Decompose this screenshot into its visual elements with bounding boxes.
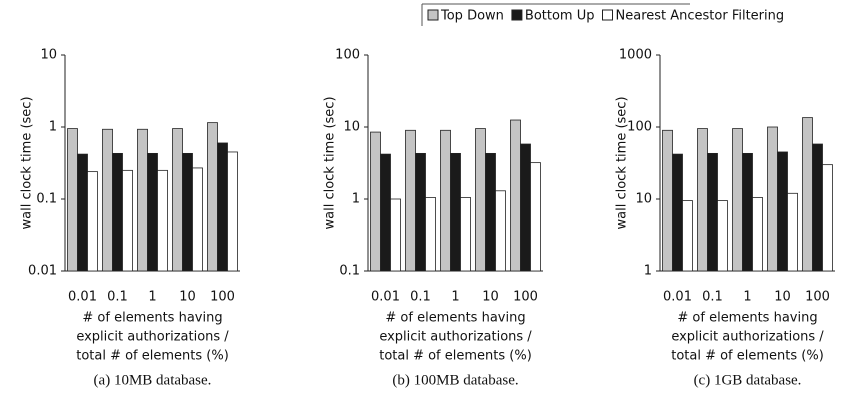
bar <box>217 142 228 272</box>
bar <box>787 192 798 272</box>
x-tick-label: 100 <box>805 290 830 305</box>
y-axis-label: wall clock time (sec) <box>323 96 338 229</box>
y-tick-label: 1 <box>49 120 57 135</box>
bar <box>520 143 531 272</box>
bar <box>172 128 183 272</box>
x-tick-label: 100 <box>210 290 235 305</box>
x-tick-label: 1 <box>743 290 751 305</box>
bar <box>390 198 401 272</box>
y-axis-label: wall clock time (sec) <box>615 96 630 229</box>
x-tick-label: 0.1 <box>107 290 128 305</box>
y-tick-label: 0.1 <box>339 264 360 279</box>
bar <box>822 164 833 272</box>
y-tick-label: 0.01 <box>28 264 57 279</box>
x-axis-label: explicit authorizations / <box>76 330 229 345</box>
bar <box>380 153 391 272</box>
x-tick-label: 0.1 <box>410 290 431 305</box>
y-tick-label: 100 <box>335 48 360 63</box>
x-tick-label: 10 <box>482 290 499 305</box>
bar <box>475 128 486 272</box>
bar <box>370 131 381 272</box>
legend-swatch <box>511 9 523 21</box>
y-tick-label: 1 <box>352 192 360 207</box>
x-axis-label: total # of elements (%) <box>379 349 532 364</box>
bar <box>697 128 708 272</box>
y-tick-label: 100 <box>627 120 652 135</box>
y-tick-label: 1000 <box>619 48 652 63</box>
bar <box>425 197 436 272</box>
y-tick-label: 10 <box>635 192 652 207</box>
x-axis-label: # of elements having <box>82 311 222 326</box>
bar <box>192 167 203 272</box>
bar <box>752 197 763 272</box>
legend-label: Bottom Up <box>525 9 595 24</box>
bar <box>227 151 238 272</box>
caption: (a) 10MB database. <box>94 372 212 388</box>
x-tick-label: 1 <box>451 290 459 305</box>
legend-swatch <box>602 9 613 21</box>
bar <box>137 128 148 272</box>
bar <box>67 128 78 272</box>
bar <box>495 190 506 272</box>
bar <box>510 119 521 272</box>
caption: (c) 1GB database. <box>694 372 802 388</box>
legend-label: Nearest Ancestor Filtering <box>616 9 785 24</box>
bar <box>732 128 743 272</box>
x-tick-label: 1 <box>148 290 156 305</box>
x-tick-label: 0.01 <box>68 290 97 305</box>
bar <box>707 152 718 272</box>
bar <box>802 117 813 272</box>
x-axis-label: total # of elements (%) <box>671 349 824 364</box>
x-axis-label: explicit authorizations / <box>379 330 532 345</box>
legend-swatch <box>427 9 439 21</box>
bar <box>460 197 471 272</box>
bar <box>77 153 88 272</box>
x-tick-label: 0.01 <box>371 290 400 305</box>
bar <box>182 152 193 272</box>
bar <box>812 143 823 272</box>
x-tick-label: 100 <box>513 290 538 305</box>
bar <box>157 169 168 272</box>
bar <box>405 129 416 272</box>
y-tick-label: 0.1 <box>36 192 57 207</box>
bar <box>717 200 728 272</box>
y-axis-label: wall clock time (sec) <box>20 96 35 229</box>
bar <box>87 171 98 272</box>
y-tick-label: 1 <box>644 264 652 279</box>
bar <box>672 153 683 272</box>
bar <box>112 152 123 272</box>
x-tick-label: 10 <box>179 290 196 305</box>
x-axis-label: # of elements having <box>677 311 817 326</box>
bar <box>662 129 673 272</box>
x-tick-label: 0.01 <box>663 290 692 305</box>
bar <box>102 128 113 272</box>
x-axis-label: explicit authorizations / <box>671 330 824 345</box>
x-axis-label: # of elements having <box>385 311 525 326</box>
bar <box>147 152 158 272</box>
bar <box>742 152 753 272</box>
bar <box>440 129 451 272</box>
x-tick-label: 10 <box>774 290 791 305</box>
caption: (b) 100MB database. <box>392 372 518 388</box>
bar <box>122 169 133 272</box>
x-tick-label: 0.1 <box>702 290 723 305</box>
bar <box>415 152 426 272</box>
y-tick-label: 10 <box>40 48 57 63</box>
x-axis-label: total # of elements (%) <box>76 349 229 364</box>
bar <box>682 200 693 272</box>
bar <box>207 122 218 272</box>
bar <box>530 162 541 272</box>
bar <box>450 152 461 272</box>
bar <box>777 151 788 272</box>
bar <box>767 126 778 272</box>
bar <box>485 152 496 272</box>
legend-label: Top Down <box>440 9 504 24</box>
y-tick-label: 10 <box>343 120 360 135</box>
